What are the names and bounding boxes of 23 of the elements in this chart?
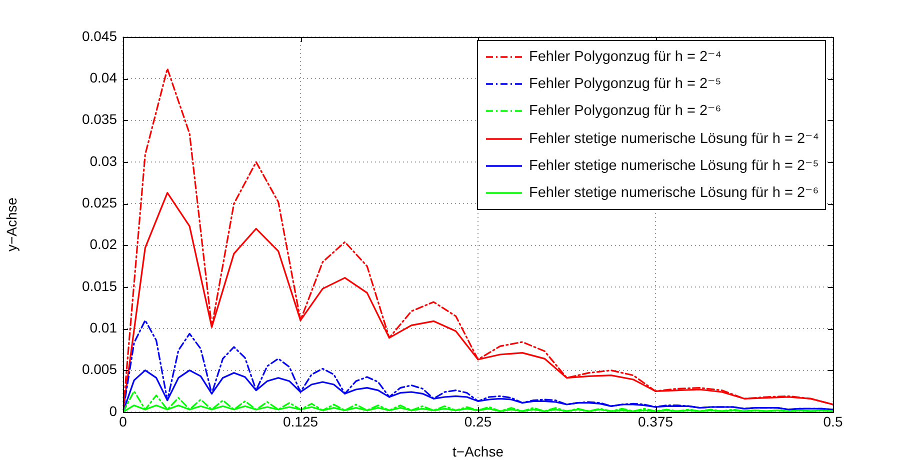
legend-label: Fehler stetige numerische Lösung für h = 2⁻⁶: [529, 185, 819, 202]
y-tick-label: 0.01: [90, 320, 118, 336]
y-tick-label: 0.035: [82, 111, 118, 128]
y-tick-label: 0.03: [90, 152, 118, 169]
x-tick-label: 0.125: [282, 413, 318, 430]
legend-label: Fehler Polygonzug für h = 2⁻⁴: [529, 48, 722, 65]
legend-label: Fehler stetige numerische Lösung für h = 2⁻⁴: [529, 130, 819, 147]
x-tick-label: 0.375: [638, 413, 674, 430]
y-tick-label: 0.02: [90, 236, 118, 252]
x-axis-title: t−Achse: [452, 443, 504, 460]
x-tick-label: 0: [119, 413, 128, 430]
legend-label: Fehler Polygonzug für h = 2⁻⁶: [529, 103, 722, 120]
y-tick-label: 0.015: [82, 278, 118, 294]
x-tick-label: 0.25: [464, 413, 492, 430]
legend-label: Fehler Polygonzug für h = 2⁻⁵: [529, 76, 722, 92]
y-axis-title: y−Achse: [3, 197, 20, 252]
legend-label: Fehler stetige numerische Lösung für h = 2⁻⁵: [529, 158, 819, 174]
y-tick-label: 0.005: [82, 361, 118, 378]
y-tick-label: 0.045: [82, 28, 118, 44]
y-tick-label: 0: [109, 402, 118, 419]
y-tick-label: 0.04: [90, 70, 118, 86]
y-tick-label: 0.025: [82, 194, 118, 211]
x-tick-label: 0.5: [823, 413, 843, 430]
